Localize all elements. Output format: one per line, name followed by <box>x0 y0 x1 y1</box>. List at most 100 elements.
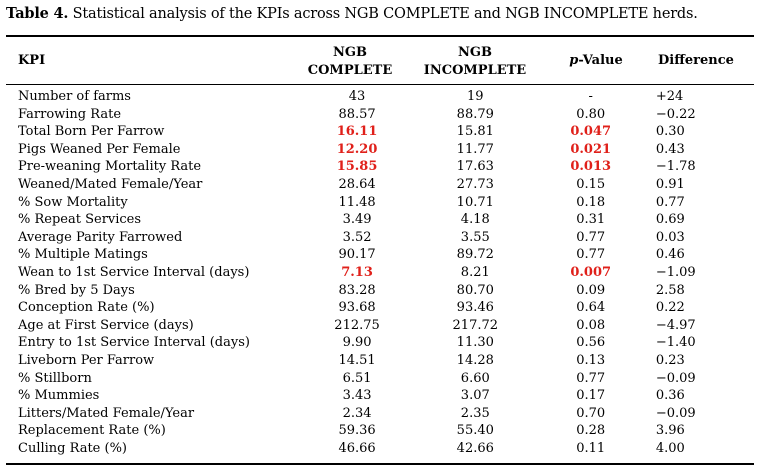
cell-ngb-complete: 14.51 <box>338 352 376 368</box>
cell-p-value: 0.007 <box>570 264 612 280</box>
cell-ngb-incomplete: 217.72 <box>452 317 499 333</box>
cell-ngb-complete: 11.48 <box>338 194 376 210</box>
cell-difference: −1.40 <box>655 335 696 351</box>
cell-kpi: Wean to 1st Service Interval (days) <box>18 264 250 280</box>
cell-difference: −0.22 <box>655 106 696 122</box>
cell-ngb-complete: 16.11 <box>336 124 378 140</box>
cell-ngb-complete: 88.57 <box>338 106 376 122</box>
cell-kpi: Culling Rate (%) <box>18 440 128 456</box>
cell-difference: 2.58 <box>655 282 685 298</box>
header-ngb-complete-line1: NGB <box>333 45 367 60</box>
top-rule <box>6 35 754 37</box>
cell-ngb-complete: 6.51 <box>342 370 372 386</box>
cell-ngb-incomplete: 88.79 <box>456 106 494 122</box>
table-row: Age at First Service (days) 212.75 217.72 0… <box>6 317 762 335</box>
cell-difference: 4.00 <box>655 440 685 456</box>
cell-ngb-incomplete: 19 <box>467 89 484 104</box>
cell-p-value: - <box>588 89 593 104</box>
table-row: % Bred by 5 Days 83.28 80.70 0.09 2.58 <box>6 282 762 300</box>
table-row: Liveborn Per Farrow 14.51 14.28 0.13 0.23 <box>6 352 762 370</box>
cell-p-value: 0.08 <box>576 317 606 333</box>
header-rule <box>6 84 754 85</box>
cell-difference: +24 <box>655 89 684 104</box>
cell-ngb-incomplete: 15.81 <box>456 124 494 140</box>
cell-p-value: 0.15 <box>576 176 606 192</box>
cell-ngb-incomplete: 10.71 <box>456 194 494 210</box>
header-ngb-incomplete: NGB INCOMPLETE <box>415 44 535 80</box>
cell-ngb-complete: 59.36 <box>338 423 376 439</box>
header-ngb-incomplete-line1: NGB <box>458 45 492 60</box>
header-p-value: p-Value <box>556 52 636 70</box>
cell-kpi: Number of farms <box>18 89 131 104</box>
cell-ngb-complete: 93.68 <box>338 300 376 316</box>
cell-ngb-incomplete: 8.21 <box>460 264 490 280</box>
header-ngb-incomplete-line2: INCOMPLETE <box>423 63 527 78</box>
cell-p-value: 0.80 <box>576 106 606 122</box>
cell-kpi: Age at First Service (days) <box>18 317 194 333</box>
cell-ngb-incomplete: 55.40 <box>456 423 494 439</box>
cell-ngb-complete: 3.52 <box>342 229 372 245</box>
cell-kpi: Average Parity Farrowed <box>18 229 183 245</box>
cell-ngb-complete: 90.17 <box>338 247 376 263</box>
cell-difference: −0.09 <box>655 370 696 386</box>
table-row: % Multiple Matings 90.17 89.72 0.77 0.46 <box>6 246 762 264</box>
table-row: Litters/Mated Female/Year 2.34 2.35 0.70 −0.… <box>6 405 762 423</box>
header-kpi: KPI <box>18 53 46 68</box>
cell-difference: 0.91 <box>655 176 685 192</box>
cell-difference: −0.09 <box>655 405 696 421</box>
cell-ngb-incomplete: 80.70 <box>456 282 494 298</box>
cell-difference: −1.78 <box>655 159 696 175</box>
cell-difference: −1.09 <box>655 264 696 280</box>
kpi-table: Number of farms 43 19 - +24 Farrowing Rate 88.… <box>6 88 762 457</box>
cell-difference: 0.22 <box>655 300 685 316</box>
cell-p-value: 0.28 <box>576 423 606 439</box>
cell-ngb-incomplete: 17.63 <box>456 159 494 175</box>
cell-p-value: 0.047 <box>570 124 612 140</box>
cell-ngb-complete: 7.13 <box>341 264 373 280</box>
cell-p-value: 0.17 <box>576 388 606 404</box>
cell-p-value: 0.77 <box>576 247 606 263</box>
cell-p-value: 0.31 <box>576 212 606 228</box>
cell-difference: 0.77 <box>655 194 685 210</box>
table-row: Pre-weaning Mortality Rate 15.85 17.63 0.01… <box>6 158 762 176</box>
table-row: % Sow Mortality 11.48 10.71 0.18 0.77 <box>6 194 762 212</box>
cell-p-value: 0.18 <box>576 194 606 210</box>
cell-kpi: Total Born Per Farrow <box>18 124 165 140</box>
cell-kpi: % Multiple Matings <box>18 247 148 263</box>
table-row: Replacement Rate (%) 59.36 55.40 0.28 3.96 <box>6 422 762 440</box>
cell-difference: 0.36 <box>655 388 685 404</box>
cell-p-value: 0.77 <box>576 370 606 386</box>
cell-kpi: Litters/Mated Female/Year <box>18 405 195 421</box>
cell-ngb-complete: 3.49 <box>342 212 372 228</box>
cell-kpi: Weaned/Mated Female/Year <box>18 176 203 192</box>
cell-p-value: 0.13 <box>576 352 606 368</box>
cell-ngb-incomplete: 14.28 <box>456 352 494 368</box>
cell-ngb-incomplete: 3.07 <box>460 388 490 404</box>
cell-ngb-complete: 83.28 <box>338 282 376 298</box>
table-row: Weaned/Mated Female/Year 28.64 27.73 0.15 0.… <box>6 176 762 194</box>
cell-kpi: % Bred by 5 Days <box>18 282 135 298</box>
cell-ngb-incomplete: 89.72 <box>456 247 494 263</box>
header-p-italic: p <box>569 53 579 68</box>
cell-p-value: 0.11 <box>576 440 606 456</box>
cell-ngb-complete: 43 <box>348 89 366 104</box>
cell-difference: 0.69 <box>655 212 685 228</box>
table-caption: Table 4. Statistical analysis of the KPI… <box>6 5 698 22</box>
cell-ngb-incomplete: 6.60 <box>460 370 490 386</box>
cell-difference: 0.03 <box>655 229 685 245</box>
cell-kpi: % Mummies <box>18 388 100 404</box>
table-caption-label: Table 4. <box>6 5 69 22</box>
cell-ngb-incomplete: 4.18 <box>460 212 490 228</box>
header-ngb-complete-line2: COMPLETE <box>307 63 393 78</box>
cell-ngb-incomplete: 3.55 <box>460 229 490 245</box>
table-row: Culling Rate (%) 46.66 42.66 0.11 4.00 <box>6 440 762 458</box>
cell-p-value: 0.56 <box>576 335 606 351</box>
table-row: Entry to 1st Service Interval (days) 9.90… <box>6 334 762 352</box>
cell-ngb-incomplete: 42.66 <box>456 440 494 456</box>
cell-kpi: % Repeat Services <box>18 212 142 228</box>
header-ngb-complete: NGB COMPLETE <box>290 44 410 80</box>
cell-kpi: Liveborn Per Farrow <box>18 352 155 368</box>
cell-p-value: 0.09 <box>576 282 606 298</box>
kpi-table-body: Number of farms 43 19 - +24 Farrowing Rate 88.… <box>6 88 762 457</box>
table-row: Average Parity Farrowed 3.52 3.55 0.77 0.03 <box>6 229 762 247</box>
